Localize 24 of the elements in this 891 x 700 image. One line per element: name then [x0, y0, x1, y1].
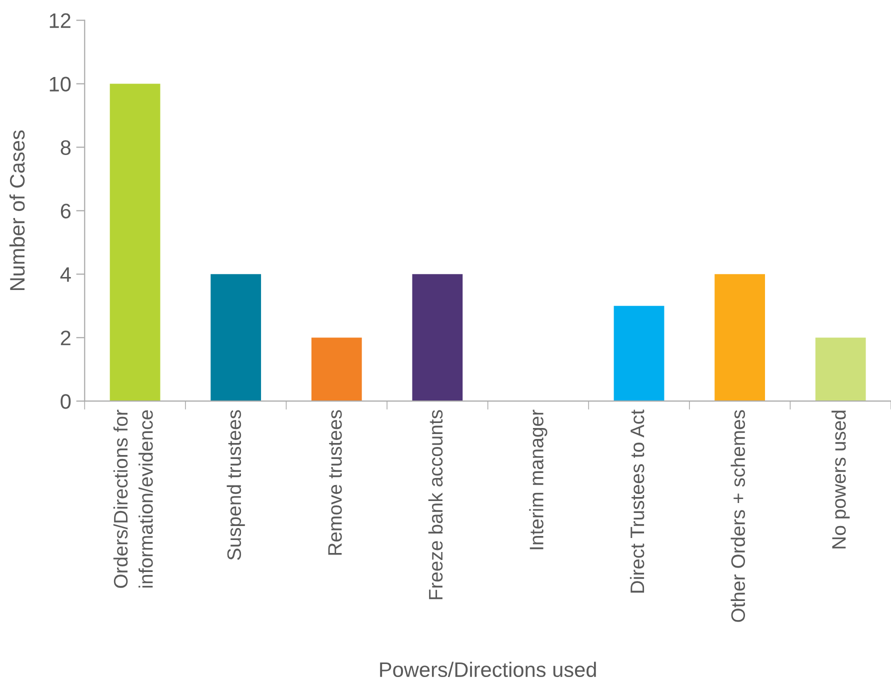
x-tick-label: No powers used: [832, 410, 850, 548]
y-axis-title: Number of Cases: [9, 130, 25, 290]
x-tick-label: Other Orders + schemes: [730, 410, 746, 622]
y-tick-label: 4: [60, 267, 71, 282]
x-tick-label: Orders/Directions for information/evidence: [113, 410, 153, 588]
x-tick-label: Interim manager: [529, 410, 548, 550]
bar: [815, 338, 866, 402]
bar: [311, 338, 362, 402]
y-tick-label: 12: [50, 13, 70, 28]
y-tick-label: 0: [60, 394, 71, 409]
bar: [714, 274, 766, 402]
bar: [210, 274, 262, 402]
x-tick-label: Suspend trustees: [226, 410, 245, 560]
bar: [614, 306, 664, 402]
y-tick-label: 6: [60, 204, 71, 218]
x-tick-label: Direct Trustees to Act: [630, 410, 644, 593]
x-tick-label: Remove trustees: [328, 410, 342, 555]
y-tick-label: 8: [60, 140, 71, 155]
x-axis-title: Powers/Directions used: [380, 662, 596, 678]
bar: [412, 274, 463, 402]
y-tick-label: 2: [60, 330, 70, 346]
bar: [110, 84, 160, 402]
y-tick-label: 10: [50, 76, 71, 92]
x-tick-label: Freeze bank accounts: [428, 410, 443, 600]
